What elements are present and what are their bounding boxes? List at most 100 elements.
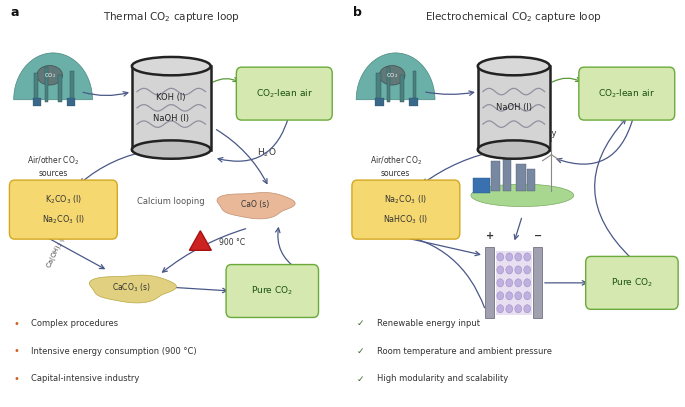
Text: CO$_2$-lean air: CO$_2$-lean air — [598, 88, 656, 100]
FancyBboxPatch shape — [226, 265, 319, 317]
FancyBboxPatch shape — [132, 66, 210, 150]
Ellipse shape — [478, 140, 550, 159]
Bar — [400, 75, 404, 102]
Bar — [473, 178, 490, 193]
Text: Capital-intensive industry: Capital-intensive industry — [31, 374, 139, 383]
Text: CO$_2$: CO$_2$ — [386, 71, 398, 80]
Polygon shape — [217, 193, 295, 219]
Wedge shape — [356, 53, 435, 100]
Text: K$_2$CO$_3$ (l): K$_2$CO$_3$ (l) — [45, 193, 82, 206]
Circle shape — [506, 266, 512, 274]
Bar — [375, 98, 384, 106]
Text: CaO (s): CaO (s) — [241, 200, 269, 209]
Text: ✓: ✓ — [356, 319, 364, 328]
Circle shape — [524, 253, 531, 261]
Text: Pure CO$_2$: Pure CO$_2$ — [611, 277, 653, 289]
FancyBboxPatch shape — [236, 67, 332, 120]
Text: b: b — [353, 6, 362, 19]
Text: High modularity and scalability: High modularity and scalability — [377, 374, 508, 383]
Text: NaOH (l): NaOH (l) — [153, 114, 189, 123]
Text: •: • — [14, 374, 20, 384]
Ellipse shape — [379, 66, 405, 85]
Text: Clean electricity: Clean electricity — [488, 129, 556, 138]
Bar — [496, 251, 532, 315]
Circle shape — [515, 253, 522, 261]
Ellipse shape — [132, 140, 210, 159]
Ellipse shape — [132, 57, 210, 75]
Circle shape — [524, 292, 531, 300]
Text: Renewable energy input: Renewable energy input — [377, 319, 480, 328]
FancyBboxPatch shape — [352, 180, 460, 239]
Circle shape — [506, 279, 512, 287]
Ellipse shape — [478, 57, 550, 75]
Text: Air/other CO$_2$
sources: Air/other CO$_2$ sources — [27, 155, 79, 177]
Circle shape — [497, 305, 503, 313]
Circle shape — [515, 279, 522, 287]
Bar — [387, 67, 390, 102]
Ellipse shape — [471, 184, 573, 206]
Bar — [503, 155, 511, 191]
Text: Na$_2$CO$_3$ (l): Na$_2$CO$_3$ (l) — [384, 193, 427, 206]
Bar — [412, 71, 416, 102]
Text: Thermal CO$_2$ capture loop: Thermal CO$_2$ capture loop — [103, 10, 240, 24]
Text: KOH (l): KOH (l) — [156, 93, 186, 102]
Text: Air/other CO$_2$
sources: Air/other CO$_2$ sources — [369, 155, 422, 177]
Text: NaHCO$_3$ (l): NaHCO$_3$ (l) — [384, 214, 428, 226]
Bar — [377, 73, 381, 102]
Bar — [34, 73, 38, 102]
Bar — [58, 75, 62, 102]
Circle shape — [497, 292, 503, 300]
Text: Room temperature and ambient pressure: Room temperature and ambient pressure — [377, 347, 551, 356]
FancyBboxPatch shape — [478, 66, 549, 150]
Text: Ca(OH)$_2$ (l): Ca(OH)$_2$ (l) — [44, 231, 69, 269]
Circle shape — [515, 292, 522, 300]
Ellipse shape — [37, 66, 62, 85]
Text: −: − — [534, 231, 542, 241]
Text: Na$_2$CO$_3$ (l): Na$_2$CO$_3$ (l) — [42, 214, 85, 226]
Text: a: a — [10, 6, 18, 19]
Text: •: • — [14, 319, 20, 328]
Text: Complex procedures: Complex procedures — [31, 319, 118, 328]
Text: •: • — [14, 346, 20, 356]
Bar — [70, 71, 73, 102]
Text: NaOH (l): NaOH (l) — [496, 103, 532, 112]
Bar — [534, 247, 542, 318]
Bar — [45, 67, 48, 102]
Text: ✓: ✓ — [356, 347, 364, 356]
Circle shape — [524, 305, 531, 313]
Circle shape — [497, 266, 503, 274]
Circle shape — [506, 305, 512, 313]
Bar — [33, 98, 41, 106]
Wedge shape — [14, 53, 92, 100]
Circle shape — [497, 279, 503, 287]
Text: +: + — [486, 231, 494, 241]
Circle shape — [524, 279, 531, 287]
Text: CO$_2$-lean air: CO$_2$-lean air — [256, 88, 313, 100]
Polygon shape — [89, 275, 177, 303]
Text: CaCO$_3$ (s): CaCO$_3$ (s) — [112, 282, 151, 294]
Text: Pure CO$_2$: Pure CO$_2$ — [251, 285, 293, 297]
Text: CO$_2$: CO$_2$ — [44, 71, 55, 80]
Text: 900 °C: 900 °C — [219, 238, 245, 247]
Circle shape — [515, 305, 522, 313]
Circle shape — [515, 266, 522, 274]
Bar — [527, 169, 535, 191]
Circle shape — [497, 253, 503, 261]
Bar — [516, 164, 526, 191]
Polygon shape — [189, 231, 211, 250]
Bar — [410, 98, 418, 106]
Circle shape — [506, 253, 512, 261]
Text: Electrochemical CO$_2$ capture loop: Electrochemical CO$_2$ capture loop — [425, 10, 602, 24]
Text: H$_2$O: H$_2$O — [258, 147, 277, 159]
Circle shape — [524, 266, 531, 274]
Bar — [67, 98, 75, 106]
Text: Intensive energy consumption (900 °C): Intensive energy consumption (900 °C) — [31, 347, 197, 356]
Circle shape — [506, 292, 512, 300]
Text: Calcium looping: Calcium looping — [138, 197, 205, 206]
Text: ✓: ✓ — [356, 374, 364, 383]
FancyBboxPatch shape — [586, 256, 678, 309]
FancyBboxPatch shape — [579, 67, 675, 120]
Bar — [492, 161, 500, 191]
Bar — [486, 247, 494, 318]
FancyBboxPatch shape — [10, 180, 117, 239]
